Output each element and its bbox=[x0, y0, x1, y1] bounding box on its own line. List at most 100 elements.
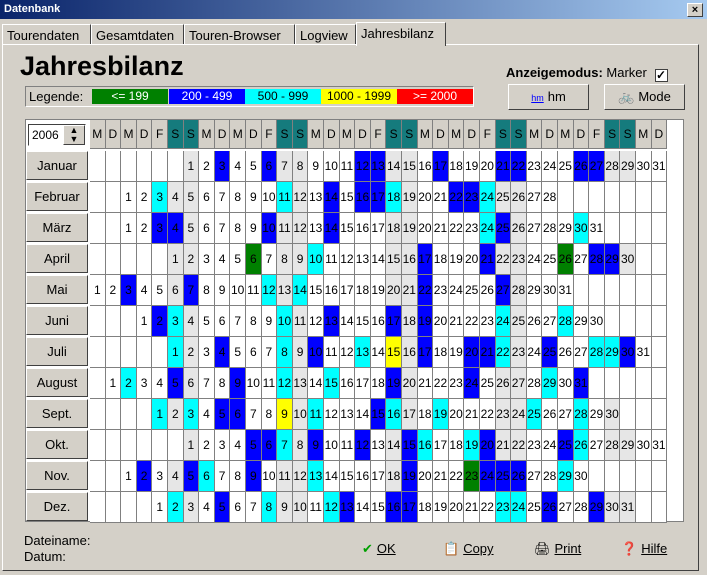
day-cell[interactable]: 29 bbox=[604, 337, 621, 368]
day-cell[interactable]: 11 bbox=[292, 306, 309, 337]
month-button[interactable]: Mai bbox=[26, 275, 88, 304]
day-cell[interactable]: 10 bbox=[292, 492, 309, 523]
day-cell[interactable]: 1 bbox=[121, 182, 137, 213]
day-cell[interactable]: 17 bbox=[370, 213, 387, 244]
day-cell[interactable]: 4 bbox=[199, 492, 215, 523]
day-cell[interactable]: 16 bbox=[417, 430, 434, 461]
day-cell[interactable]: 27 bbox=[573, 244, 590, 275]
month-button[interactable]: April bbox=[26, 244, 88, 273]
day-cell[interactable]: 21 bbox=[433, 461, 449, 492]
day-cell[interactable]: 14 bbox=[386, 151, 402, 182]
day-cell[interactable]: 10 bbox=[261, 461, 278, 492]
day-cell[interactable]: 26 bbox=[511, 461, 527, 492]
day-cell[interactable]: 28 bbox=[511, 275, 527, 306]
day-cell[interactable]: 12 bbox=[324, 492, 340, 523]
day-cell[interactable]: 28 bbox=[589, 337, 605, 368]
day-cell[interactable]: 11 bbox=[308, 399, 324, 430]
day-cell[interactable]: 20 bbox=[417, 213, 434, 244]
day-cell[interactable]: 4 bbox=[214, 337, 231, 368]
day-cell[interactable]: 25 bbox=[558, 151, 574, 182]
day-cell[interactable]: 7 bbox=[230, 306, 246, 337]
day-cell[interactable]: 27 bbox=[495, 275, 512, 306]
day-cell[interactable]: 16 bbox=[402, 337, 418, 368]
day-cell[interactable]: 5 bbox=[246, 430, 262, 461]
day-cell[interactable]: 1 bbox=[183, 151, 200, 182]
day-cell[interactable]: 13 bbox=[339, 399, 356, 430]
day-cell[interactable]: 23 bbox=[526, 430, 543, 461]
day-cell[interactable]: 22 bbox=[511, 151, 527, 182]
day-cell[interactable]: 23 bbox=[495, 492, 512, 523]
day-cell[interactable]: 2 bbox=[183, 244, 200, 275]
day-cell[interactable]: 18 bbox=[386, 461, 402, 492]
day-cell[interactable]: 16 bbox=[417, 151, 434, 182]
day-cell[interactable]: 8 bbox=[292, 430, 309, 461]
day-cell[interactable]: 1 bbox=[121, 461, 137, 492]
day-cell[interactable]: 10 bbox=[324, 430, 340, 461]
tab-gesamtdaten[interactable]: Gesamtdaten bbox=[91, 24, 184, 45]
day-cell[interactable]: 18 bbox=[355, 275, 371, 306]
day-cell[interactable]: 15 bbox=[355, 306, 371, 337]
ok-button[interactable]: ✔ OK bbox=[362, 541, 396, 557]
day-cell[interactable]: 31 bbox=[558, 275, 574, 306]
day-cell[interactable]: 6 bbox=[214, 306, 231, 337]
day-cell[interactable]: 31 bbox=[636, 337, 652, 368]
day-cell[interactable]: 27 bbox=[542, 306, 558, 337]
day-cell[interactable]: 23 bbox=[526, 151, 543, 182]
day-cell[interactable]: 23 bbox=[433, 275, 449, 306]
day-cell[interactable]: 9 bbox=[292, 244, 309, 275]
day-cell[interactable]: 14 bbox=[308, 368, 324, 399]
day-cell[interactable]: 24 bbox=[495, 306, 512, 337]
day-cell[interactable]: 21 bbox=[433, 182, 449, 213]
day-cell[interactable]: 20 bbox=[480, 151, 496, 182]
day-cell[interactable]: 23 bbox=[480, 306, 496, 337]
day-cell[interactable]: 2 bbox=[105, 275, 122, 306]
day-cell[interactable]: 25 bbox=[495, 182, 512, 213]
day-cell[interactable]: 19 bbox=[464, 151, 480, 182]
day-cell[interactable]: 1 bbox=[152, 492, 168, 523]
day-cell[interactable]: 23 bbox=[511, 244, 527, 275]
day-cell[interactable]: 1 bbox=[121, 213, 137, 244]
day-cell[interactable]: 14 bbox=[370, 337, 387, 368]
day-cell[interactable]: 12 bbox=[292, 213, 309, 244]
day-cell[interactable]: 5 bbox=[152, 275, 168, 306]
day-cell[interactable]: 30 bbox=[620, 244, 636, 275]
day-cell[interactable]: 22 bbox=[480, 492, 496, 523]
day-cell[interactable]: 28 bbox=[526, 368, 543, 399]
day-cell[interactable]: 29 bbox=[558, 461, 574, 492]
day-cell[interactable]: 7 bbox=[214, 182, 231, 213]
day-cell[interactable]: 9 bbox=[246, 213, 262, 244]
day-cell[interactable]: 14 bbox=[324, 461, 340, 492]
day-cell[interactable]: 4 bbox=[168, 213, 184, 244]
day-cell[interactable]: 15 bbox=[339, 182, 356, 213]
day-cell[interactable]: 11 bbox=[339, 430, 356, 461]
day-cell[interactable]: 25 bbox=[558, 430, 574, 461]
day-cell[interactable]: 26 bbox=[542, 399, 558, 430]
day-cell[interactable]: 11 bbox=[246, 275, 262, 306]
day-cell[interactable]: 20 bbox=[448, 399, 465, 430]
day-cell[interactable]: 14 bbox=[386, 430, 402, 461]
tab-jahresbilanz[interactable]: Jahresbilanz bbox=[356, 22, 446, 46]
day-cell[interactable]: 1 bbox=[105, 368, 122, 399]
day-cell[interactable]: 30 bbox=[636, 430, 652, 461]
day-cell[interactable]: 16 bbox=[402, 244, 418, 275]
day-cell[interactable]: 3 bbox=[214, 430, 231, 461]
day-cell[interactable]: 7 bbox=[261, 244, 278, 275]
day-cell[interactable]: 16 bbox=[339, 368, 356, 399]
day-cell[interactable]: 13 bbox=[277, 275, 293, 306]
day-cell[interactable]: 7 bbox=[183, 275, 200, 306]
day-cell[interactable]: 12 bbox=[339, 244, 356, 275]
copy-button[interactable]: 📋 Copy bbox=[443, 541, 494, 557]
day-cell[interactable]: 3 bbox=[183, 492, 200, 523]
day-cell[interactable]: 20 bbox=[402, 368, 418, 399]
day-cell[interactable]: 9 bbox=[292, 337, 309, 368]
year-input[interactable]: 2006 ▲ ▼ bbox=[28, 124, 86, 146]
day-cell[interactable]: 19 bbox=[448, 244, 465, 275]
day-cell[interactable]: 19 bbox=[417, 306, 434, 337]
day-cell[interactable]: 13 bbox=[355, 337, 371, 368]
day-cell[interactable]: 11 bbox=[324, 337, 340, 368]
day-cell[interactable]: 4 bbox=[230, 430, 246, 461]
day-cell[interactable]: 6 bbox=[230, 492, 246, 523]
day-cell[interactable]: 23 bbox=[511, 337, 527, 368]
day-cell[interactable]: 2 bbox=[136, 182, 153, 213]
day-cell[interactable]: 26 bbox=[558, 244, 574, 275]
